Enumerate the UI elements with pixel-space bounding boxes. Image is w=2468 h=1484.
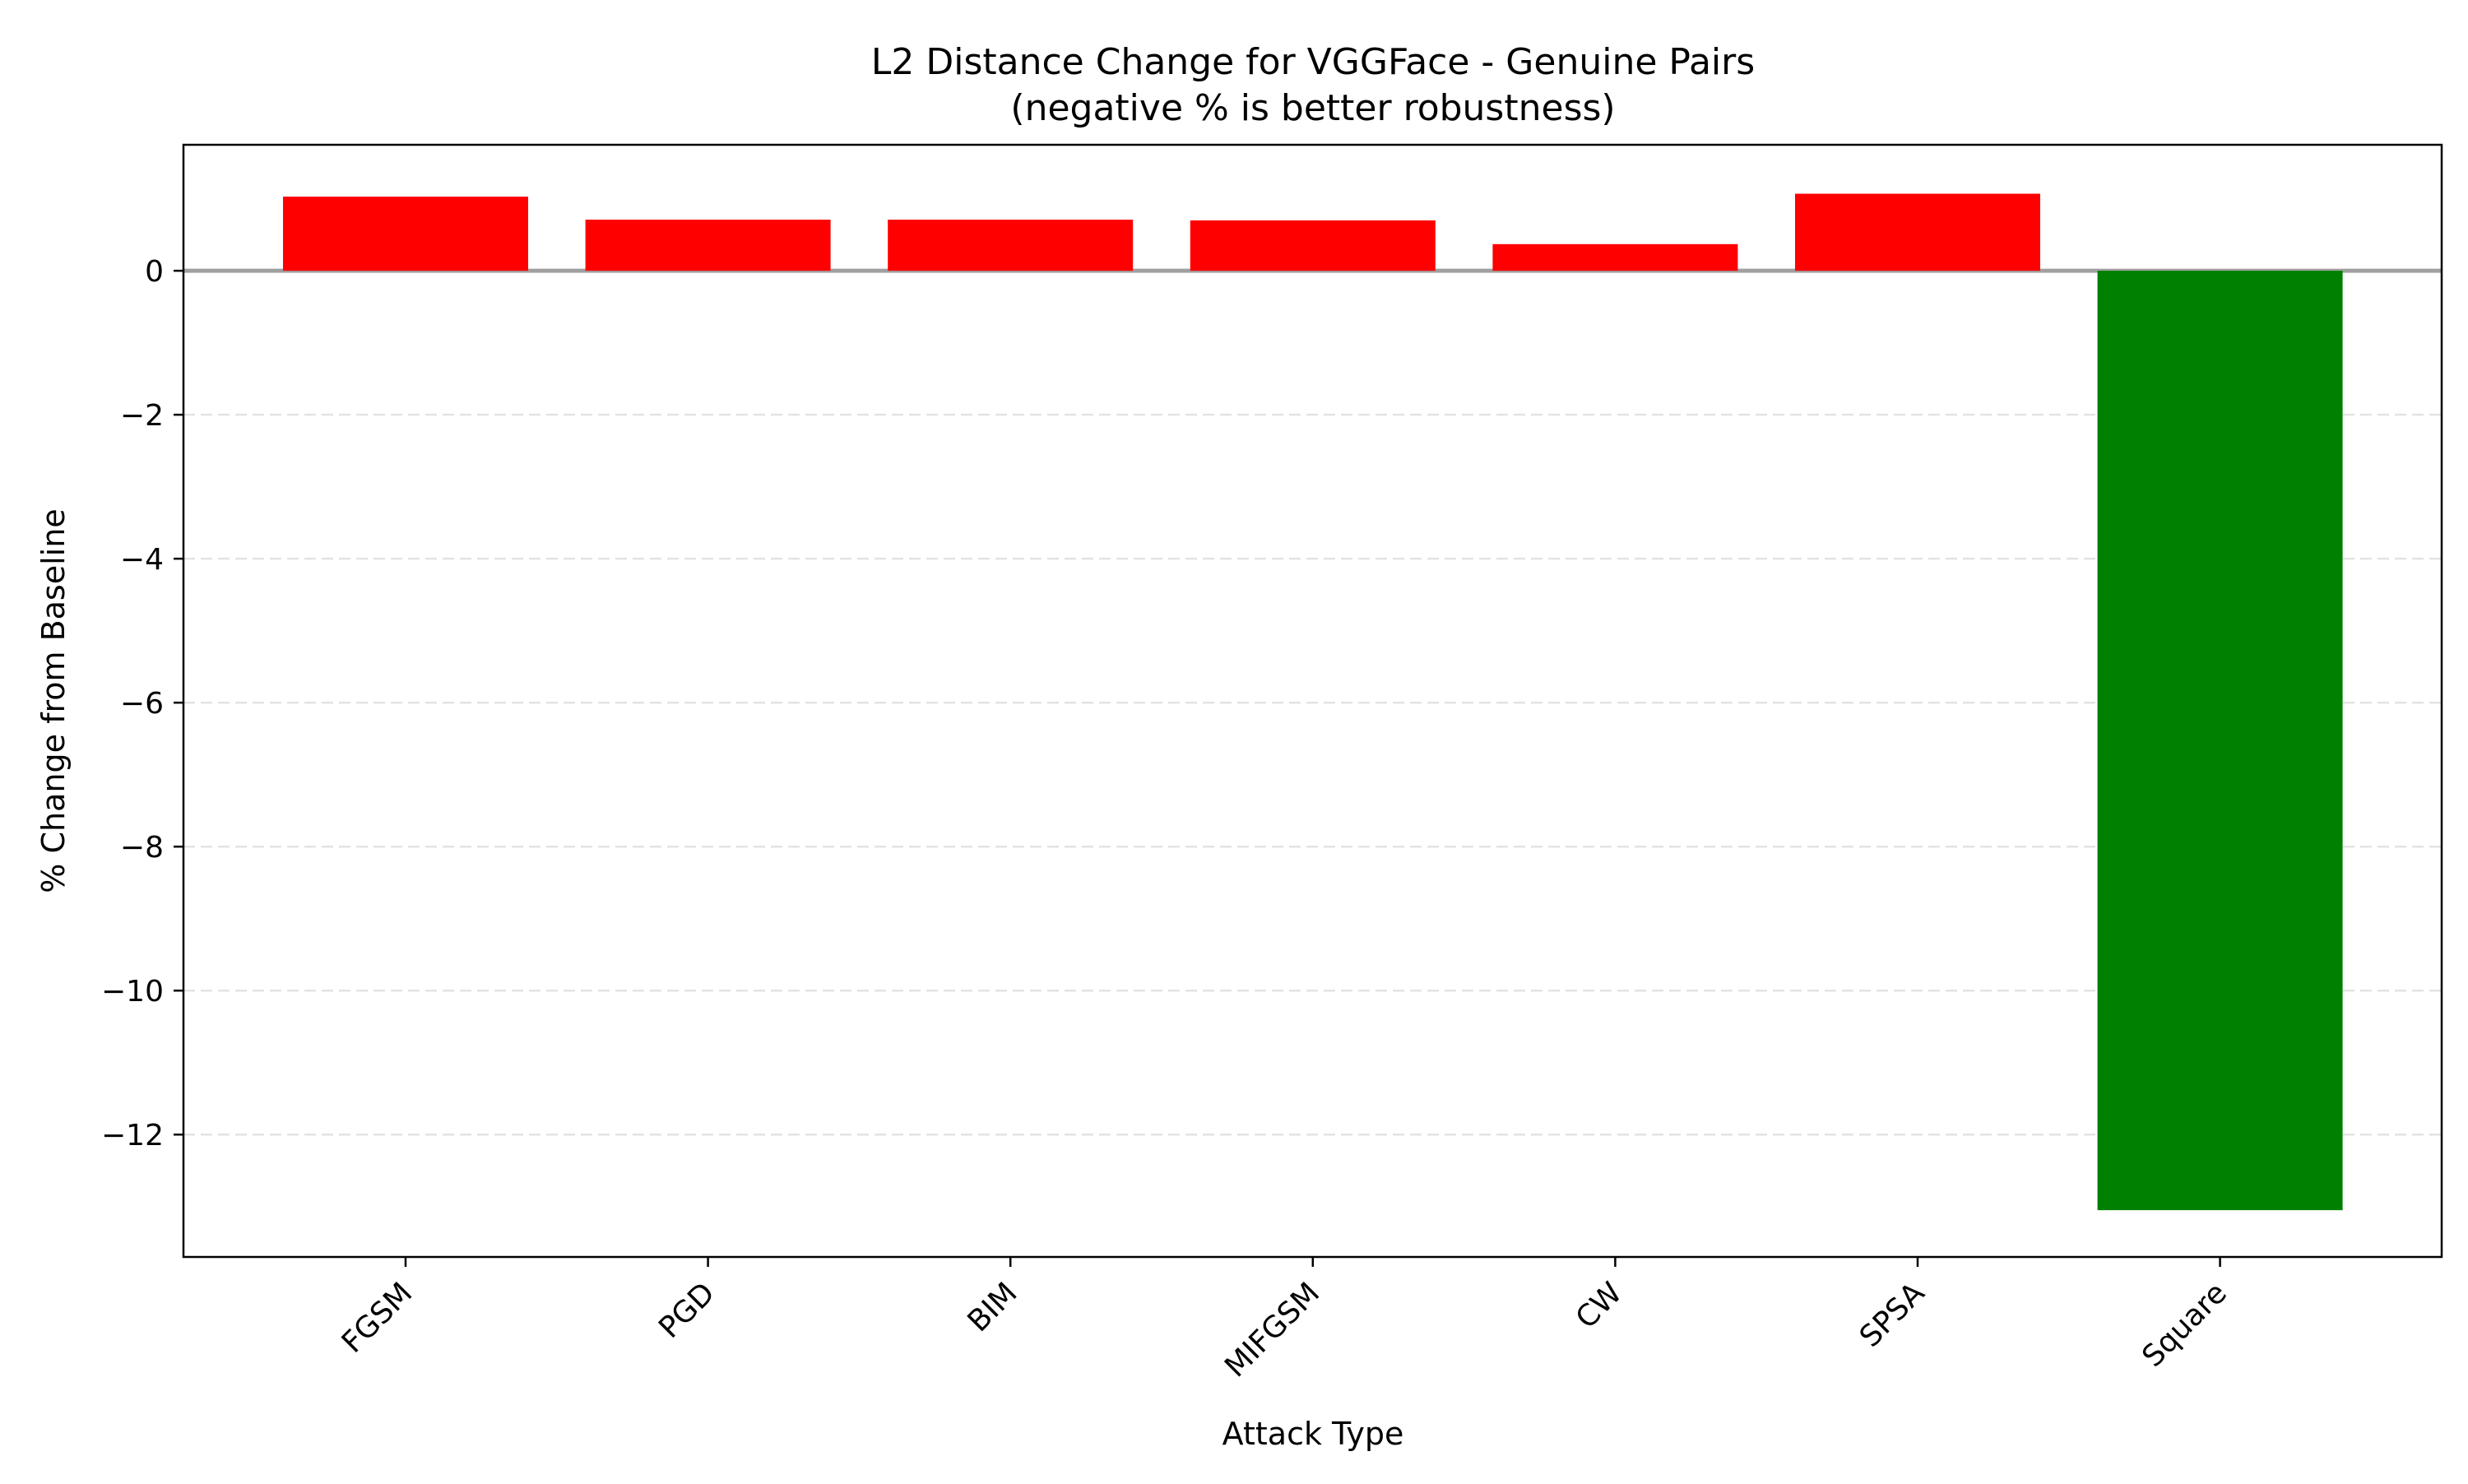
bar-pgd (585, 220, 831, 271)
y-tick-label: −2 (120, 399, 164, 433)
chart-subtitle: (negative % is better robustness) (1010, 87, 1615, 129)
bar-cw (1492, 243, 1738, 271)
x-tick-label: BIM (962, 1276, 1024, 1338)
x-axis-label: Attack Type (1222, 1416, 1404, 1452)
y-axis-label: % Change from Baseline (35, 508, 72, 893)
x-tick-label: CW (1570, 1276, 1629, 1335)
y-tick-label: −10 (101, 975, 164, 1009)
y-tick-label: −4 (120, 543, 164, 577)
bar-square (2097, 271, 2343, 1211)
x-tick-label: PGD (652, 1276, 721, 1345)
bar-mifgsm (1190, 220, 1436, 271)
bar-spsa (1795, 193, 2040, 271)
chart-title: L2 Distance Change for VGGFace - Genuine… (871, 41, 1755, 83)
y-axis-ticks: 0 −2 −4 −6 −8 −10 −12 (101, 255, 183, 1152)
grid-lines (183, 413, 2442, 1136)
bars (283, 193, 2343, 1211)
y-tick-label: −6 (120, 687, 164, 721)
x-tick-label: SPSA (1853, 1276, 1932, 1354)
y-tick-label: 0 (145, 255, 164, 289)
bar-fgsm (283, 197, 528, 271)
x-tick-label: Square (2136, 1276, 2234, 1374)
x-tick-label: MIFGSM (1218, 1276, 1326, 1384)
bar-bim (888, 220, 1134, 271)
x-axis-ticks: FGSM PGD BIM MIFGSM CW SPSA Square (336, 1257, 2234, 1384)
y-tick-label: −8 (120, 831, 164, 865)
x-tick-label: FGSM (336, 1276, 419, 1359)
y-tick-label: −12 (101, 1119, 164, 1152)
